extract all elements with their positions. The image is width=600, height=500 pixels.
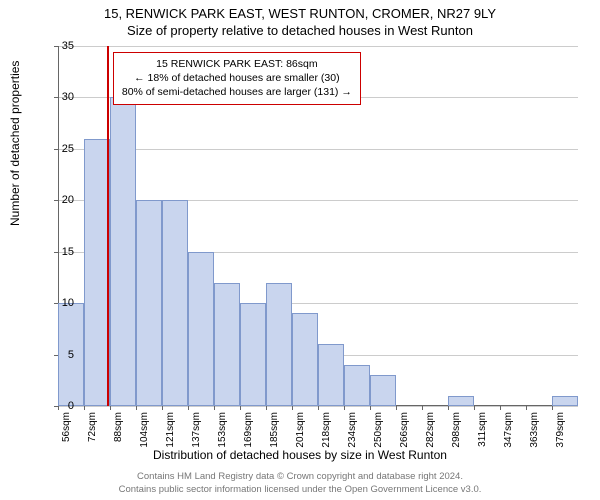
y-tick-label: 10 [44, 297, 74, 309]
x-tick-mark [396, 406, 397, 410]
x-tick-label: 104sqm [139, 412, 150, 448]
histogram-bar [292, 313, 318, 406]
x-tick-mark [526, 406, 527, 410]
footer-line-2: Contains public sector information licen… [0, 484, 600, 496]
x-tick-mark [474, 406, 475, 410]
y-tick-mark [54, 200, 58, 201]
y-tick-label: 30 [44, 91, 74, 103]
x-tick-mark [84, 406, 85, 410]
y-tick-label: 0 [44, 400, 74, 412]
x-tick-label: 56sqm [61, 412, 72, 442]
histogram-bar [188, 252, 214, 406]
x-tick-label: 185sqm [269, 412, 280, 448]
y-tick-label: 5 [44, 349, 74, 361]
x-tick-mark [370, 406, 371, 410]
histogram-bar [552, 396, 578, 406]
x-tick-mark [136, 406, 137, 410]
histogram-bar [110, 97, 136, 406]
x-tick-label: 282sqm [425, 412, 436, 448]
x-tick-mark [344, 406, 345, 410]
x-tick-label: 347sqm [503, 412, 514, 448]
histogram-bar [370, 375, 396, 406]
histogram-bar [136, 200, 162, 406]
x-tick-mark [552, 406, 553, 410]
y-tick-label: 15 [44, 246, 74, 258]
x-tick-label: 72sqm [87, 412, 98, 442]
x-tick-mark [188, 406, 189, 410]
x-axis-label: Distribution of detached houses by size … [0, 448, 600, 462]
footer-attribution: Contains HM Land Registry data © Crown c… [0, 471, 600, 496]
x-tick-mark [162, 406, 163, 410]
x-tick-label: 169sqm [243, 412, 254, 448]
y-axis-label: Number of detached properties [8, 61, 22, 226]
x-tick-label: 363sqm [529, 412, 540, 448]
x-tick-label: 234sqm [347, 412, 358, 448]
x-tick-mark [240, 406, 241, 410]
x-tick-mark [500, 406, 501, 410]
y-tick-mark [54, 355, 58, 356]
x-tick-label: 201sqm [295, 412, 306, 448]
y-tick-label: 20 [44, 194, 74, 206]
x-tick-label: 311sqm [477, 412, 488, 447]
x-tick-mark [214, 406, 215, 410]
x-tick-label: 218sqm [321, 412, 332, 448]
x-tick-label: 250sqm [373, 412, 384, 448]
x-tick-mark [422, 406, 423, 410]
y-tick-mark [54, 46, 58, 47]
plot-area: 15 RENWICK PARK EAST: 86sqm ← 18% of det… [58, 46, 578, 406]
histogram-bar [240, 303, 266, 406]
histogram-bar [344, 365, 370, 406]
x-tick-label: 266sqm [399, 412, 410, 448]
x-tick-label: 88sqm [113, 412, 124, 442]
histogram-bar [214, 283, 240, 406]
info-line-3: 80% of semi-detached houses are larger (… [122, 85, 352, 99]
histogram-bar [448, 396, 474, 406]
x-tick-label: 153sqm [217, 412, 228, 448]
chart-container: 15, RENWICK PARK EAST, WEST RUNTON, CROM… [0, 0, 600, 500]
x-tick-label: 298sqm [451, 412, 462, 448]
x-tick-label: 379sqm [555, 412, 566, 448]
x-tick-mark [292, 406, 293, 410]
y-tick-mark [54, 97, 58, 98]
x-tick-label: 121sqm [165, 412, 176, 448]
chart-subtitle: Size of property relative to detached ho… [0, 21, 600, 38]
histogram-bar [266, 283, 292, 406]
x-tick-mark [110, 406, 111, 410]
x-tick-mark [448, 406, 449, 410]
histogram-bar [318, 344, 344, 406]
y-tick-mark [54, 252, 58, 253]
info-line-1: 15 RENWICK PARK EAST: 86sqm [122, 57, 352, 71]
x-tick-mark [58, 406, 59, 410]
x-tick-mark [266, 406, 267, 410]
chart-title: 15, RENWICK PARK EAST, WEST RUNTON, CROM… [0, 0, 600, 21]
info-line-2: ← 18% of detached houses are smaller (30… [122, 71, 352, 85]
footer-line-1: Contains HM Land Registry data © Crown c… [0, 471, 600, 483]
y-tick-mark [54, 149, 58, 150]
y-tick-mark [54, 303, 58, 304]
info-box: 15 RENWICK PARK EAST: 86sqm ← 18% of det… [113, 52, 361, 105]
x-tick-mark [318, 406, 319, 410]
y-tick-label: 25 [44, 143, 74, 155]
y-tick-label: 35 [44, 40, 74, 52]
x-tick-label: 137sqm [191, 412, 202, 448]
histogram-bar [162, 200, 188, 406]
property-marker-line [107, 46, 109, 406]
